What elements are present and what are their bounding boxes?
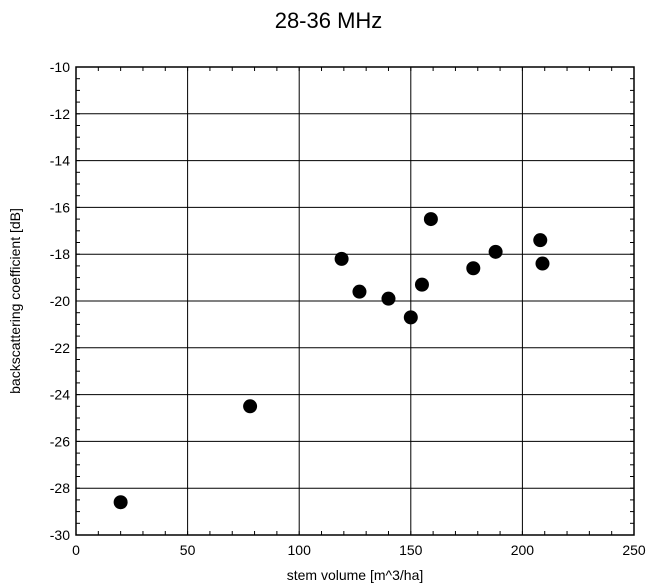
data-point	[334, 251, 349, 266]
x-tick-label: 50	[180, 542, 196, 558]
x-axis-label: stem volume [m^3/ha]	[287, 567, 424, 583]
data-point	[243, 399, 258, 414]
data-point	[414, 277, 429, 292]
data-point	[535, 256, 550, 271]
data-point	[533, 233, 548, 248]
x-tick-label: 200	[511, 542, 535, 558]
x-tick-label: 150	[399, 542, 423, 558]
y-tick-label: -18	[50, 246, 70, 262]
data-point	[352, 284, 367, 299]
plot-frame	[75, 66, 635, 536]
data-point	[423, 212, 438, 227]
y-tick-label: -12	[50, 106, 70, 122]
y-tick-label: -20	[50, 293, 70, 309]
y-tick-label: -14	[50, 153, 70, 169]
x-tick-label: 250	[622, 542, 646, 558]
chart-title: 28-36 MHz	[274, 8, 383, 33]
y-tick-label: -10	[50, 59, 70, 75]
x-tick-label: 0	[72, 542, 80, 558]
data-point	[113, 495, 128, 510]
x-tick-label: 100	[288, 542, 312, 558]
y-tick-label: -24	[50, 387, 70, 403]
y-tick-label: -26	[50, 433, 70, 449]
y-tick-label: -30	[50, 527, 70, 543]
data-point	[466, 261, 481, 276]
data-point	[403, 310, 418, 325]
y-tick-label: -16	[50, 199, 70, 215]
data-point	[381, 291, 396, 306]
data-point	[488, 244, 503, 259]
y-tick-label: -22	[50, 340, 70, 356]
y-tick-label: -28	[50, 480, 70, 496]
y-axis-label: backscattering coefficient [dB]	[7, 208, 23, 394]
